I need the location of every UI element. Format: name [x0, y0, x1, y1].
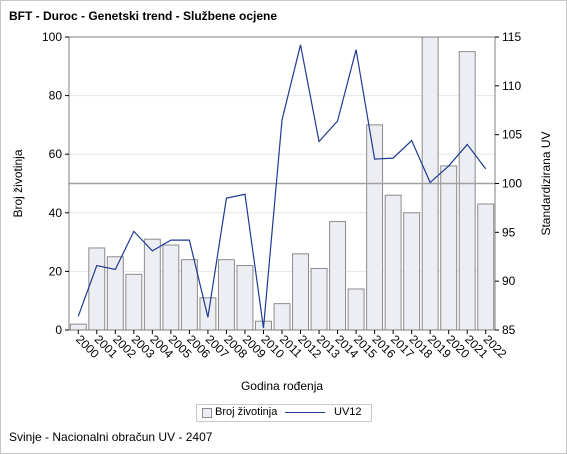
bar	[347, 288, 365, 331]
y-tick-label: 60	[49, 147, 63, 161]
axes: 0204060801008590951001051101152000200120…	[42, 30, 522, 361]
bar	[180, 259, 198, 331]
legend-line-swatch	[285, 412, 325, 413]
bar	[88, 247, 106, 331]
y-tick-label: 0	[55, 323, 62, 337]
y2-tick-label: 90	[502, 274, 516, 288]
bar	[292, 253, 309, 331]
bar	[125, 273, 143, 331]
bar	[69, 323, 87, 331]
y-tick-label: 40	[49, 206, 63, 220]
uv12-line	[77, 44, 487, 329]
bar	[236, 265, 254, 331]
y2-axis-title: Standardizirana UV	[539, 131, 553, 235]
legend-label-bar-series: Broj životinja	[215, 406, 278, 418]
y2-tick-label: 115	[502, 30, 521, 44]
bar	[458, 51, 476, 331]
chart-title: BFT - Duroc - Genetski trend - Službene …	[9, 9, 278, 23]
bar	[310, 267, 328, 331]
x-axis-title: Godina rođenja	[241, 379, 323, 393]
y2-tick-label: 105	[502, 128, 522, 142]
y2-tick-label: 110	[502, 79, 521, 93]
bar	[329, 221, 347, 331]
bar	[403, 212, 421, 331]
y-tick-label: 20	[49, 264, 63, 278]
legend-bar-swatch	[202, 408, 212, 418]
y2-tick-label: 100	[502, 177, 522, 191]
footnote: Svinje - Nacionalni obračun UV - 2407	[9, 430, 213, 444]
legend-label-line-series: UV12	[334, 406, 362, 418]
bar	[477, 203, 495, 331]
legend: Broj životinja UV12	[196, 404, 372, 422]
bars	[69, 36, 495, 331]
bar	[440, 165, 458, 331]
y2-tick-label: 85	[502, 323, 516, 337]
bar	[143, 238, 161, 331]
bar	[273, 303, 291, 331]
line-series	[77, 44, 487, 329]
y-axis-title: Broj životinja	[11, 149, 25, 217]
y-tick-label: 100	[42, 30, 62, 44]
bar	[162, 244, 180, 331]
bar	[384, 194, 402, 331]
y-tick-label: 80	[49, 89, 63, 103]
bar	[217, 259, 235, 331]
y2-tick-label: 95	[502, 225, 516, 239]
